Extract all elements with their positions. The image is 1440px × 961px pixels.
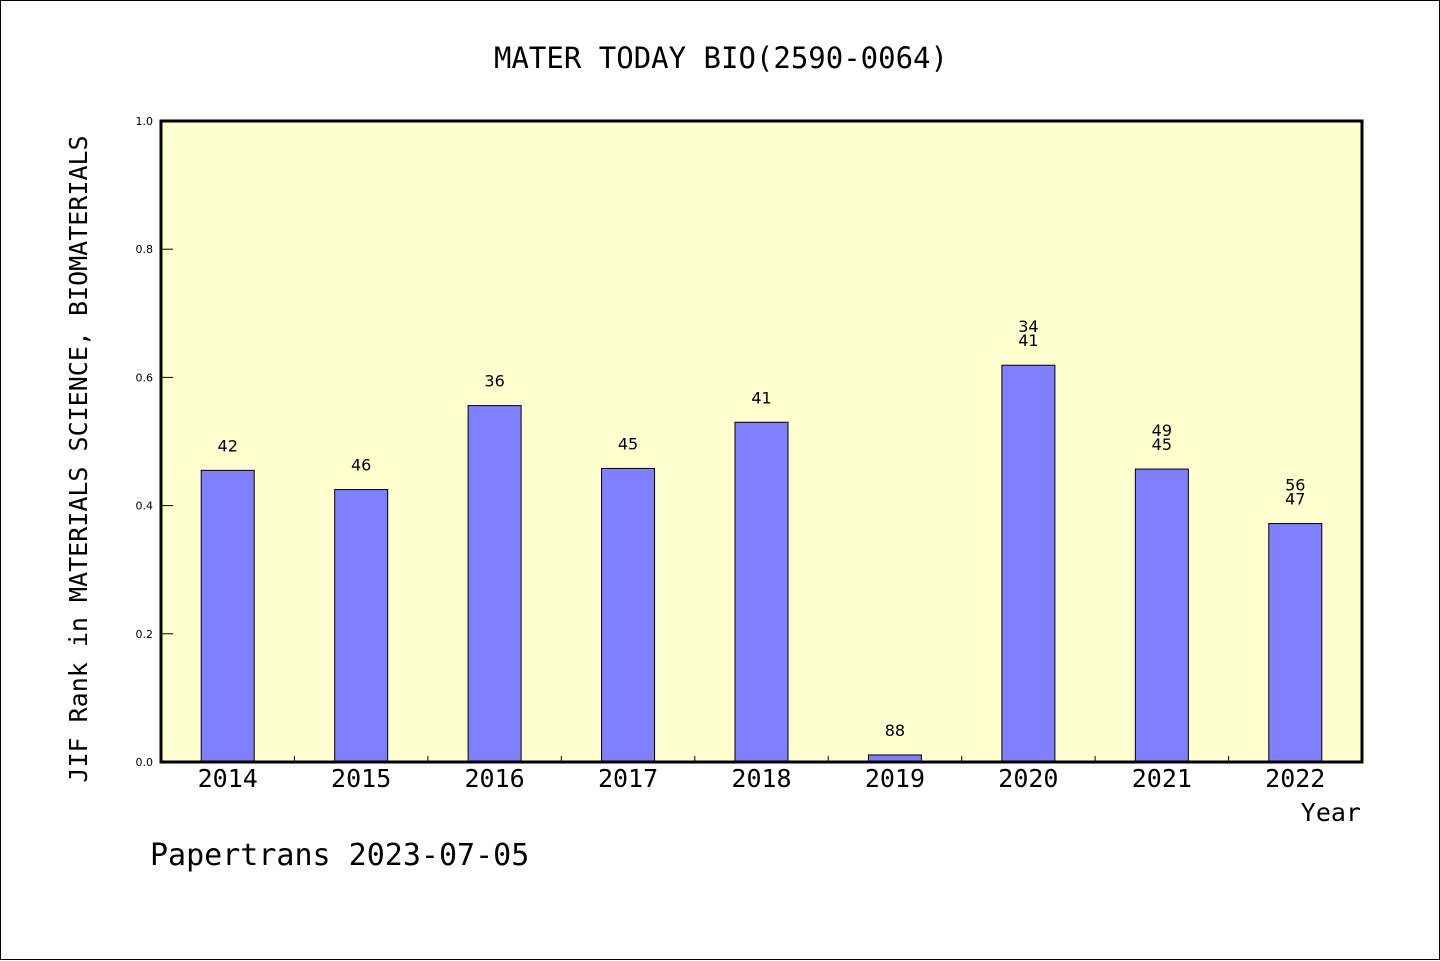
bar-value-label: 49: [1152, 421, 1172, 440]
x-tick-label: 2017: [598, 764, 658, 793]
bar-value-label: 56: [1285, 476, 1305, 495]
bar-2020: [1001, 364, 1056, 763]
bar-2021: [1134, 468, 1189, 763]
bar-2014: [200, 469, 255, 763]
bar-value-label: 47: [1285, 490, 1305, 509]
chart-title: MATER TODAY BIO(2590-0064): [494, 41, 948, 75]
bar-value-label: 45: [618, 434, 638, 453]
plot-border: [159, 119, 1364, 764]
y-axis-ticks: 0.0 0.2 0.4 0.6 0.8 1.0: [136, 115, 173, 769]
y-axis-title: JIF Rank in MATERIALS SCIENCE, BIOMATERI…: [64, 135, 93, 782]
x-tick-label: 2021: [1132, 764, 1192, 793]
x-axis-labels: 2014 2015 2016 2017 2018 2019 2020 2021 2022: [198, 764, 1326, 793]
bar-value-label: 34: [1018, 317, 1038, 336]
x-tick-label: 2019: [865, 764, 925, 793]
y-tick-label: 1.0: [136, 115, 154, 128]
x-tick-label: 2016: [465, 764, 525, 793]
bar-2016: [467, 405, 522, 763]
x-axis-title: Year: [1301, 798, 1361, 827]
x-tick-label: 2018: [731, 764, 791, 793]
bar-value-label: 88: [885, 721, 905, 740]
bar-2017: [601, 467, 656, 763]
bar-value-label: 41: [751, 388, 771, 407]
y-tick-label: 0.6: [136, 371, 154, 384]
y-tick-label: 0.8: [136, 243, 154, 256]
x-tick-label: 2020: [998, 764, 1058, 793]
bar-value-label: 46: [351, 456, 371, 475]
bar-value-label: 41: [1018, 331, 1038, 350]
bar-value-label: 36: [484, 372, 504, 391]
bar-2018: [734, 421, 789, 763]
bar-value-label: 45: [1152, 435, 1172, 454]
x-tick-label: 2022: [1265, 764, 1325, 793]
bars-group: [200, 364, 1323, 763]
bar-value-label: 42: [218, 436, 238, 455]
y-tick-label: 0.2: [136, 628, 154, 641]
footer-credit: Papertrans 2023-07-05: [150, 838, 529, 873]
x-tick-label: 2015: [331, 764, 391, 793]
bar-2022: [1268, 523, 1323, 763]
x-tick-label: 2014: [198, 764, 258, 793]
bar-2015: [334, 489, 389, 763]
y-tick-label: 0.0: [136, 756, 154, 769]
y-tick-label: 0.4: [136, 500, 154, 513]
